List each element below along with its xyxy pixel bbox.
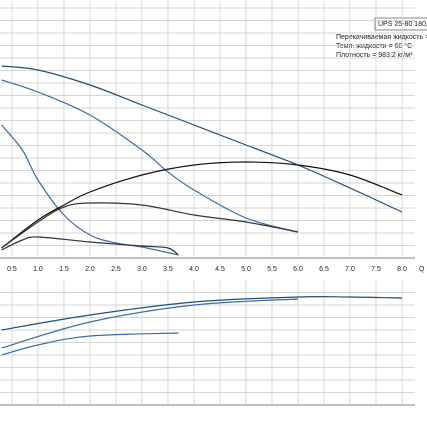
x-tick-label: 3.0 xyxy=(137,266,147,273)
x-axis-label: Q xyxy=(419,266,425,273)
x-tick-label: 7.0 xyxy=(345,266,355,273)
x-tick-label: 1.0 xyxy=(33,266,43,273)
x-tick-label: 6.5 xyxy=(319,266,329,273)
note: Перекачиваемая жидкость = В xyxy=(336,34,427,41)
chart-title: UPS 25-80 180, 1 xyxy=(378,21,427,28)
title-box xyxy=(374,17,427,31)
x-tick-label: 2.0 xyxy=(85,266,95,273)
x-tick-label: 8.0 xyxy=(397,266,407,273)
curve xyxy=(1,298,299,349)
curve xyxy=(1,202,299,249)
curve xyxy=(1,79,299,233)
x-tick-label: 4.0 xyxy=(189,266,199,273)
curve xyxy=(1,124,179,256)
curve xyxy=(1,332,179,356)
curve xyxy=(1,295,403,331)
x-tick-label: 1.5 xyxy=(59,266,69,273)
x-tick-label: 4.5 xyxy=(215,266,225,273)
x-tick-label: 7.5 xyxy=(371,266,381,273)
curve xyxy=(1,161,403,249)
x-tick-label: 3.5 xyxy=(163,266,173,273)
x-tick-label: 6.0 xyxy=(293,266,303,273)
curve xyxy=(1,65,403,213)
x-tick-label: 5.5 xyxy=(267,266,277,273)
x-tick-label: 5.0 xyxy=(241,266,251,273)
note: Плотность = 983.2 кг/м³ xyxy=(336,52,413,59)
x-tick-label: 2.5 xyxy=(111,266,121,273)
curve xyxy=(1,236,179,256)
x-tick-label: 0.5 xyxy=(7,266,17,273)
